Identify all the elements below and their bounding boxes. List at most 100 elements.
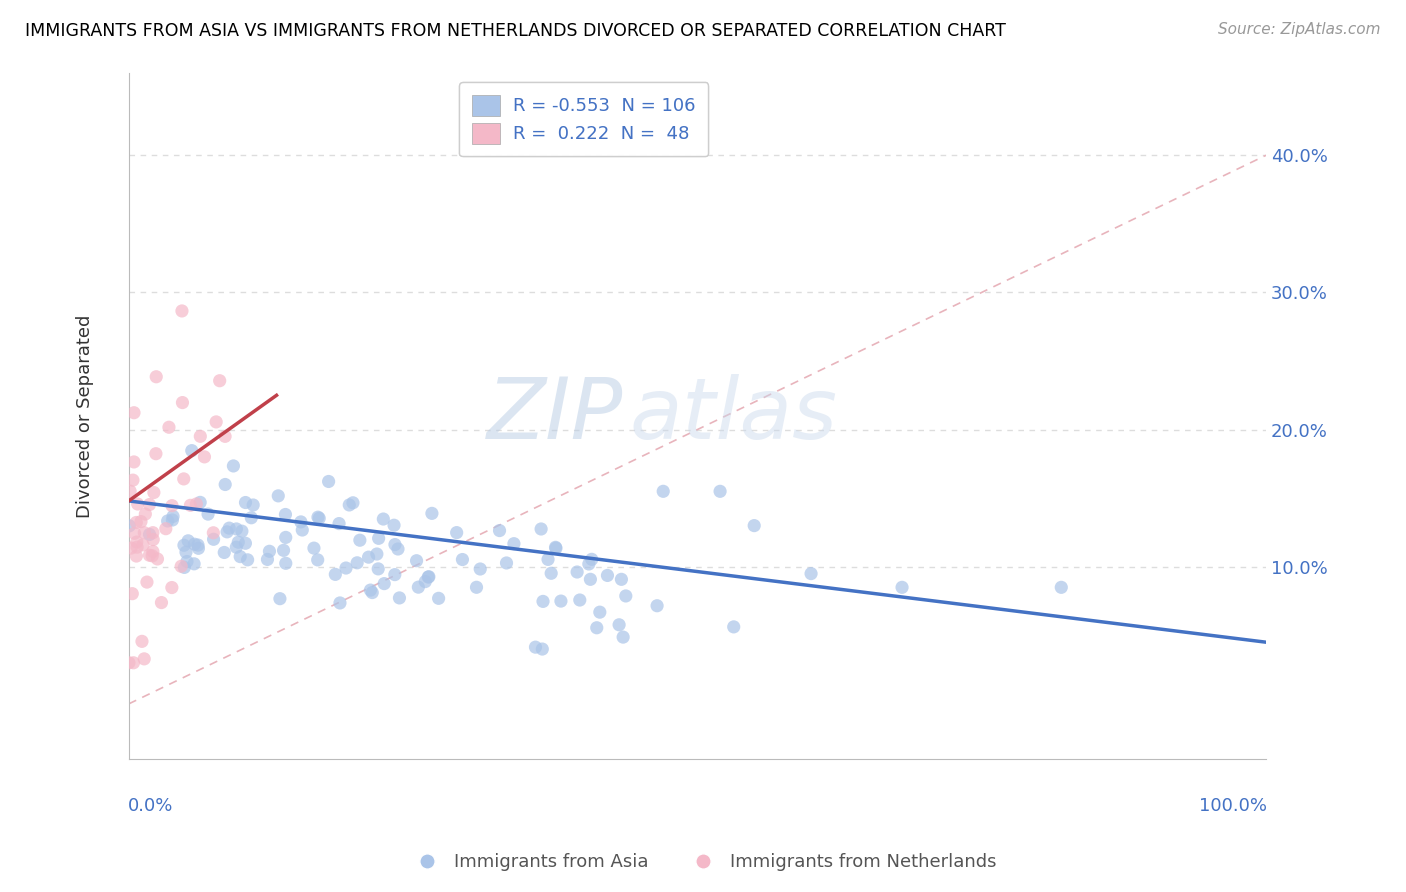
Point [544, 541, 567, 556]
Point [308, 511, 330, 525]
Point [188, 429, 211, 443]
Point [187, 538, 209, 552]
Point [202, 525, 225, 540]
Point [302, 541, 325, 555]
Point [470, 562, 492, 576]
Point [231, 524, 253, 538]
Point [142, 525, 165, 540]
Point [581, 552, 603, 566]
Point [173, 472, 195, 486]
Point [236, 553, 259, 567]
Point [145, 447, 167, 461]
Text: 0.0%: 0.0% [128, 797, 173, 814]
Point [274, 557, 297, 571]
Point [540, 566, 562, 581]
Point [565, 565, 588, 579]
Point [367, 532, 389, 546]
Point [382, 518, 405, 533]
Point [127, 497, 149, 511]
Point [610, 572, 633, 586]
Text: ZIP: ZIP [486, 375, 623, 458]
Point [242, 498, 264, 512]
Point [373, 512, 395, 526]
Point [157, 420, 180, 434]
Point [142, 544, 165, 558]
Point [530, 522, 553, 536]
Point [307, 510, 329, 524]
Point [269, 591, 291, 606]
Point [138, 498, 160, 512]
Point [118, 518, 141, 533]
Point [495, 556, 517, 570]
Point [408, 580, 430, 594]
Point [173, 538, 195, 552]
Point [222, 458, 245, 473]
Point [121, 587, 143, 601]
Point [176, 554, 198, 568]
Point [170, 559, 193, 574]
Point [273, 543, 295, 558]
Point [413, 574, 436, 589]
Point [465, 580, 488, 594]
Point [225, 540, 247, 554]
Point [323, 567, 346, 582]
Point [141, 549, 163, 563]
Point [134, 507, 156, 521]
Point [891, 580, 914, 594]
Point [188, 495, 211, 509]
Point [179, 499, 201, 513]
Point [290, 515, 312, 529]
Point [531, 594, 554, 608]
Point [193, 450, 215, 464]
Legend: Immigrants from Asia, Immigrants from Netherlands: Immigrants from Asia, Immigrants from Ne… [402, 847, 1004, 879]
Point [349, 533, 371, 548]
Point [652, 484, 675, 499]
Point [427, 591, 450, 606]
Point [318, 475, 340, 489]
Point [208, 374, 231, 388]
Legend: R = -0.553  N = 106, R =  0.222  N =  48: R = -0.553 N = 106, R = 0.222 N = 48 [458, 82, 709, 156]
Point [366, 547, 388, 561]
Point [229, 549, 252, 564]
Point [388, 591, 411, 605]
Point [384, 567, 406, 582]
Point [612, 630, 634, 644]
Point [129, 515, 152, 529]
Point [335, 561, 357, 575]
Point [125, 549, 148, 563]
Point [596, 568, 619, 582]
Point [451, 552, 474, 566]
Point [256, 552, 278, 566]
Point [138, 527, 160, 541]
Point [342, 496, 364, 510]
Point [359, 583, 381, 598]
Point [160, 499, 183, 513]
Point [174, 545, 197, 559]
Point [420, 507, 443, 521]
Point [503, 536, 526, 550]
Point [132, 538, 155, 552]
Point [488, 524, 510, 538]
Point [124, 526, 146, 541]
Point [274, 508, 297, 522]
Point [579, 572, 602, 586]
Point [742, 518, 765, 533]
Point [142, 533, 165, 547]
Point [156, 514, 179, 528]
Text: atlas: atlas [628, 375, 837, 458]
Point [118, 656, 141, 670]
Point [405, 554, 427, 568]
Point [361, 585, 384, 599]
Text: 100.0%: 100.0% [1199, 797, 1267, 814]
Point [225, 522, 247, 536]
Point [524, 640, 547, 655]
Point [589, 605, 612, 619]
Point [531, 642, 554, 657]
Point [120, 541, 142, 555]
Text: Source: ZipAtlas.com: Source: ZipAtlas.com [1218, 22, 1381, 37]
Point [544, 541, 567, 555]
Point [125, 535, 148, 549]
Point [183, 537, 205, 551]
Point [145, 369, 167, 384]
Point [384, 537, 406, 551]
